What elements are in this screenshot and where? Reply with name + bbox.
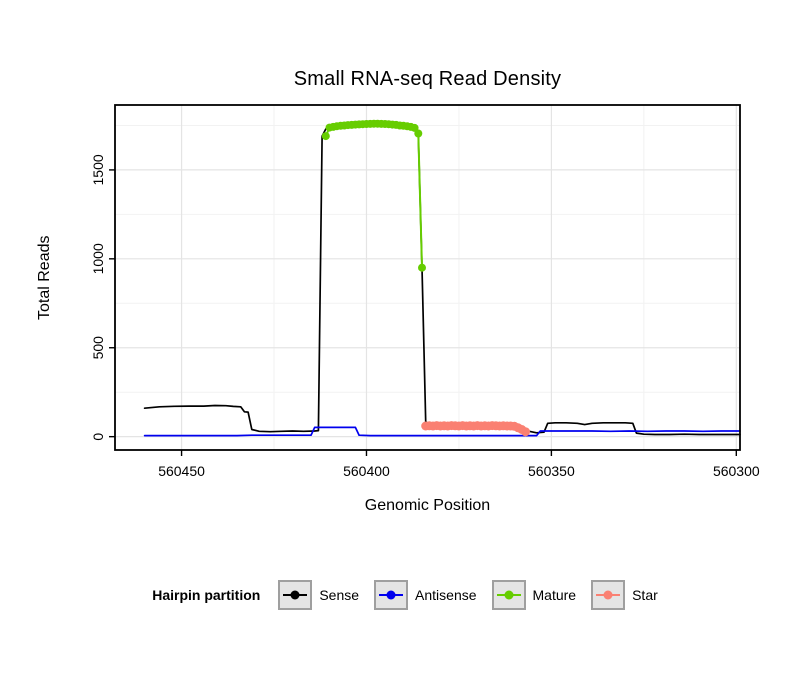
x-tick-label: 560300 xyxy=(713,463,760,479)
legend: Hairpin partition Sense Antisense xyxy=(0,580,810,610)
legend-label-antisense: Antisense xyxy=(415,587,477,603)
x-axis-title: Genomic Position xyxy=(364,497,491,514)
legend-key-mature: Mature xyxy=(491,580,577,610)
axis-ticks: 560450 560400 560350 560300 0 500 1000 1500 xyxy=(90,154,760,479)
y-tick-label: 1500 xyxy=(90,154,106,185)
y-tick-label: 500 xyxy=(90,336,106,360)
minor-gridlines xyxy=(115,105,740,450)
legend-title: Hairpin partition xyxy=(152,587,261,603)
legend-label-sense: Sense xyxy=(319,587,360,603)
series-mature xyxy=(321,119,426,272)
sense-line-swatch-icon xyxy=(283,590,308,600)
panel-border xyxy=(114,104,741,451)
x-tick-label: 560350 xyxy=(528,463,575,479)
legend-swatch-sense xyxy=(278,580,313,610)
legend-swatch-antisense xyxy=(374,580,409,610)
y-tick-label: 0 xyxy=(90,433,106,441)
legend-label-mature: Mature xyxy=(532,587,577,603)
legend-swatch-star xyxy=(591,580,626,610)
y-tick-label: 1000 xyxy=(90,243,106,274)
star-line-swatch-icon xyxy=(596,590,621,600)
panel-background xyxy=(115,105,740,450)
legend-swatch-mature xyxy=(491,580,526,610)
mature-line-swatch-icon xyxy=(496,590,521,600)
x-tick-label: 560400 xyxy=(343,463,390,479)
series-antisense xyxy=(143,426,741,437)
major-gridlines xyxy=(115,105,740,450)
legend-key-sense: Sense xyxy=(278,580,359,610)
x-tick-label: 560450 xyxy=(158,463,205,479)
series-star xyxy=(421,421,530,437)
legend-key-star: Star xyxy=(591,580,658,610)
chart-title: Small RNA-seq Read Density xyxy=(293,68,562,90)
legend-key-antisense: Antisense xyxy=(374,580,477,610)
antisense-line-swatch-icon xyxy=(379,590,404,600)
y-axis-title: Total Reads xyxy=(36,235,53,320)
legend-label-star: Star xyxy=(632,587,658,603)
